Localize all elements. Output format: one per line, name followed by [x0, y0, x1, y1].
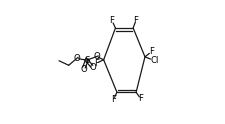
- Text: O: O: [73, 54, 80, 63]
- Text: F: F: [138, 94, 143, 103]
- Text: F: F: [133, 16, 138, 25]
- Text: O: O: [80, 65, 87, 74]
- Text: F: F: [149, 47, 154, 56]
- Text: O: O: [90, 63, 96, 72]
- Text: O: O: [93, 52, 100, 61]
- Text: F: F: [111, 95, 116, 104]
- Text: F: F: [94, 59, 99, 68]
- Text: Cl: Cl: [151, 56, 159, 65]
- Text: F: F: [110, 16, 115, 25]
- Text: S: S: [84, 56, 90, 65]
